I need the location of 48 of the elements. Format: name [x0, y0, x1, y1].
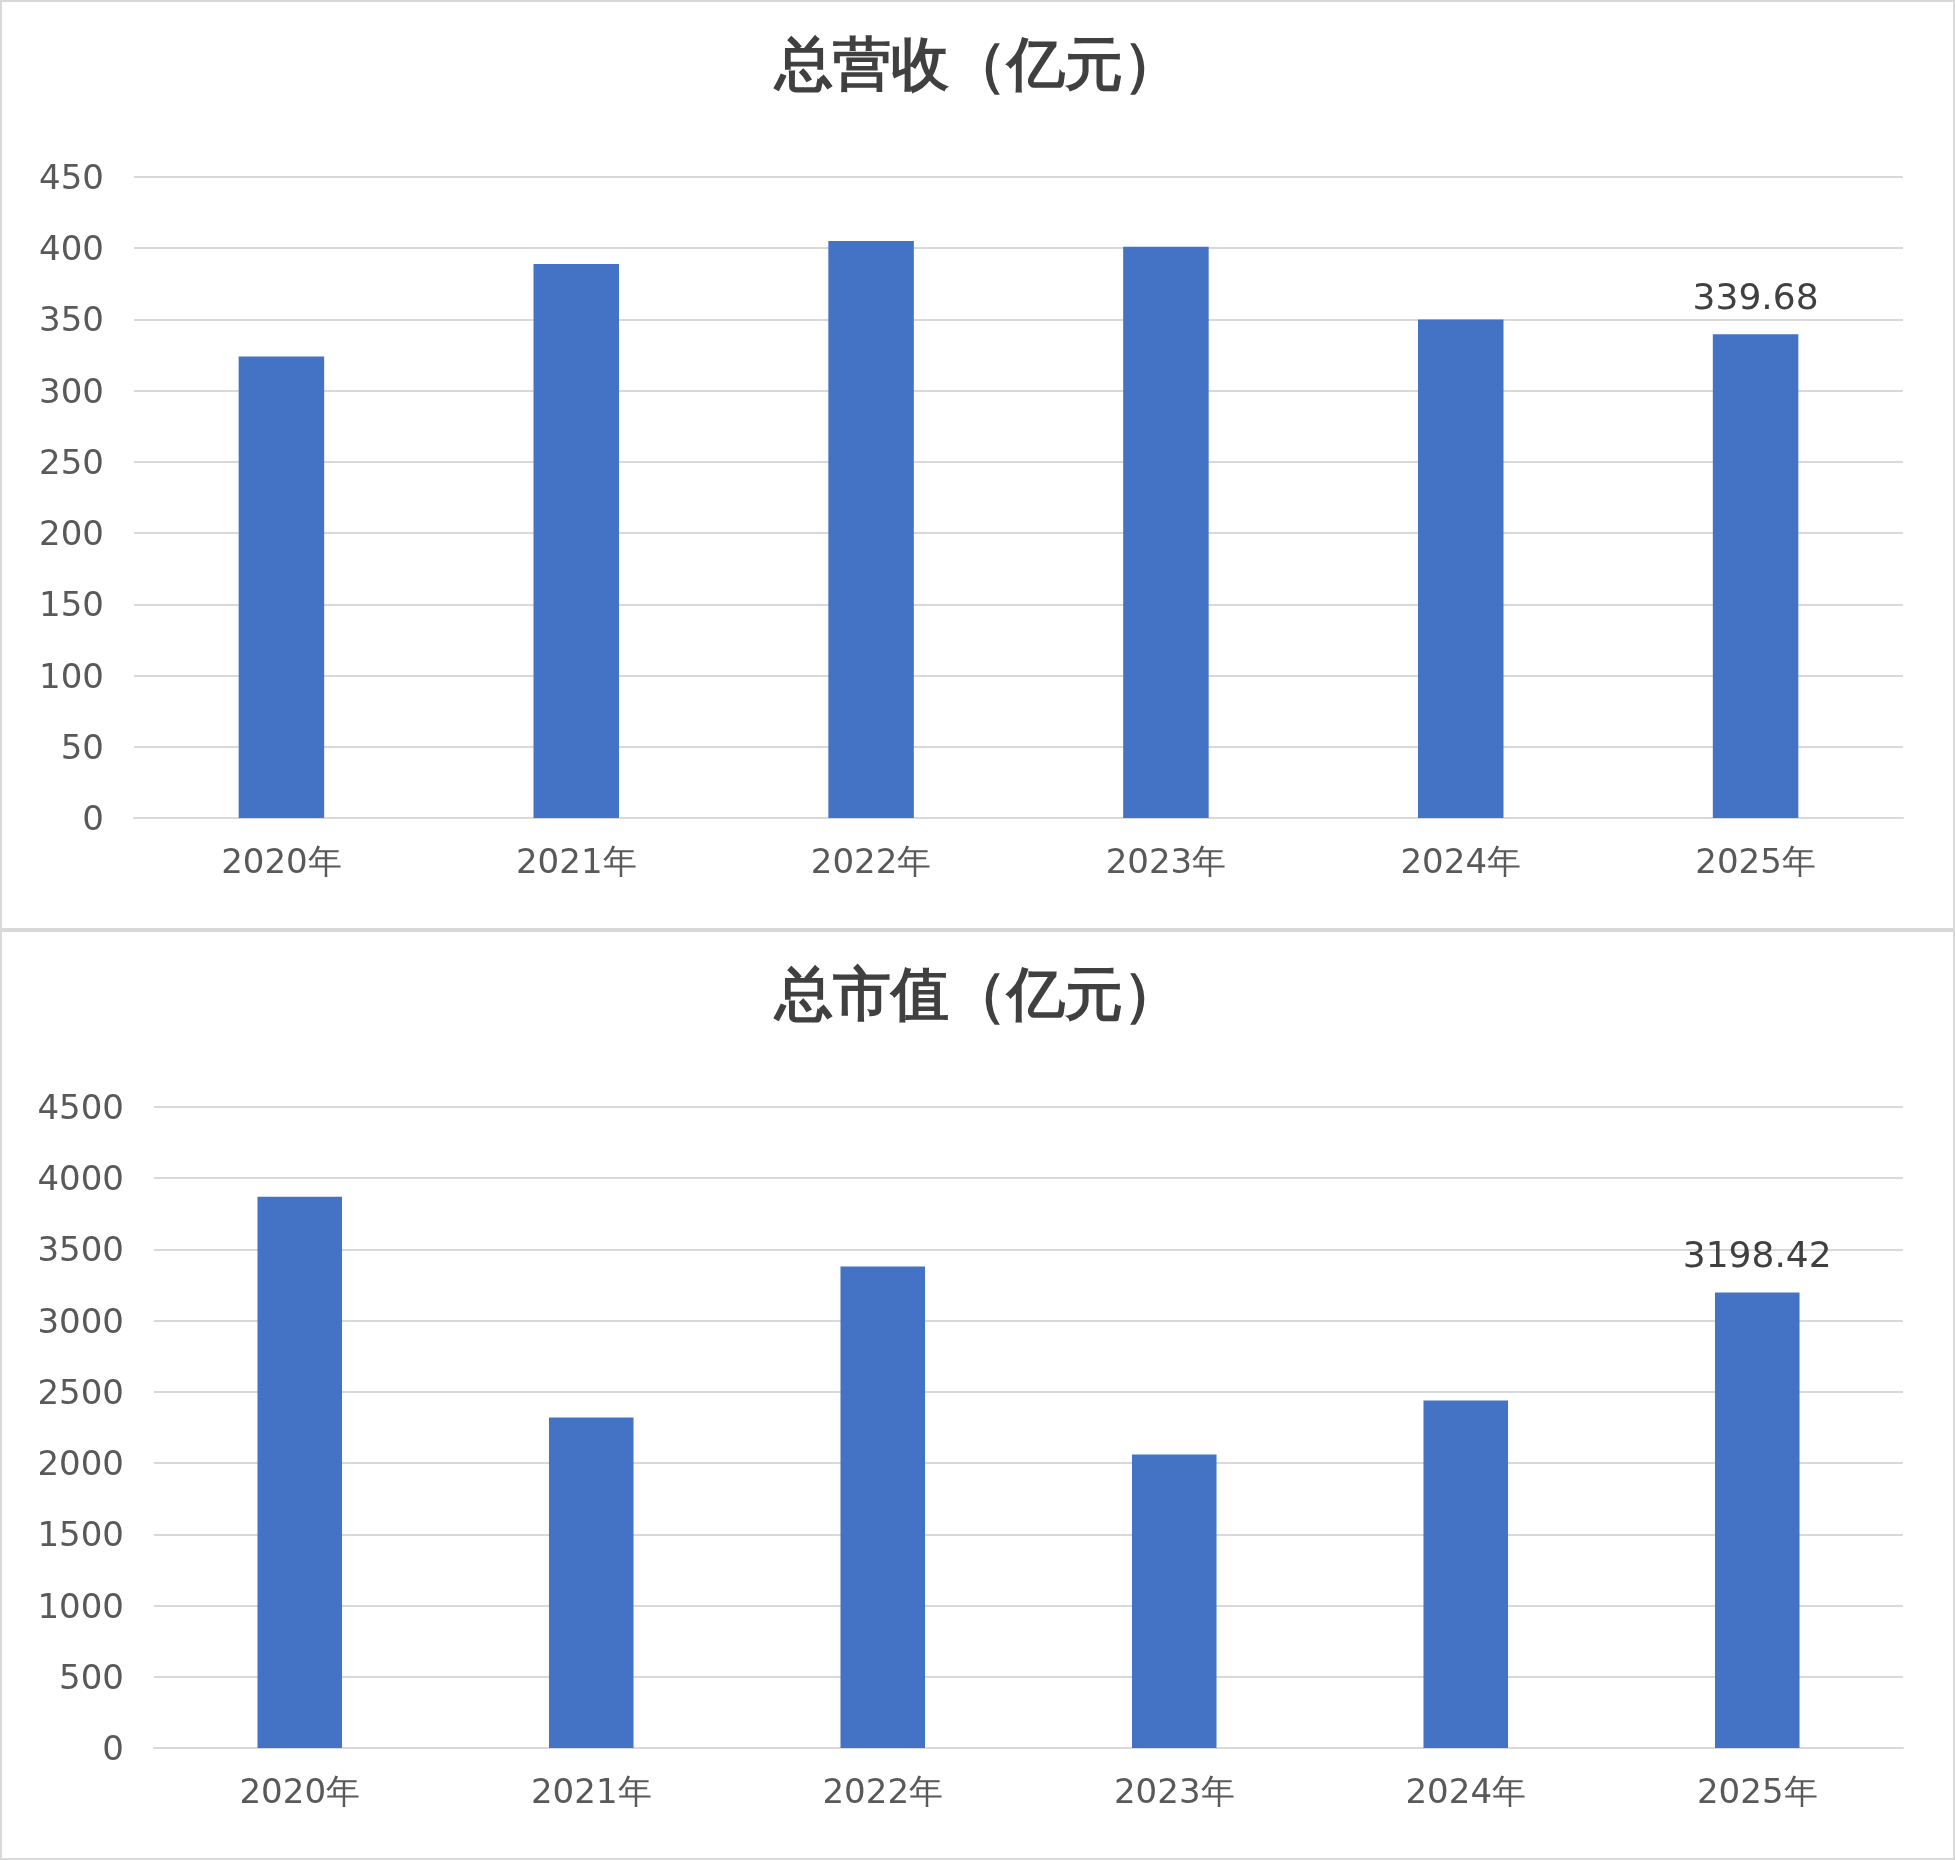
- x-tick-label: 2023年: [1113, 1771, 1235, 1811]
- x-tick-label: 2022年: [822, 1771, 944, 1811]
- y-tick-label: 0: [102, 1728, 124, 1768]
- y-tick-label: 2000: [37, 1443, 124, 1484]
- bar: [1123, 246, 1209, 818]
- y-tick-label: 3000: [37, 1300, 124, 1341]
- y-tick-label: 400: [39, 228, 104, 269]
- y-tick-label: 50: [60, 726, 104, 767]
- y-tick-label: 200: [39, 513, 104, 554]
- y-tick-label: 450: [39, 157, 104, 197]
- x-tick-label: 2020年: [239, 1771, 361, 1811]
- y-tick-label: 300: [39, 370, 104, 411]
- bar: [533, 263, 619, 818]
- bar: [238, 356, 325, 818]
- bar: [257, 1196, 343, 1748]
- x-tick-label: 2022年: [810, 841, 932, 881]
- bar: [840, 1266, 926, 1748]
- x-tick-label: 2024年: [1405, 1771, 1527, 1811]
- bar: [1423, 1400, 1509, 1748]
- y-tick-label: 350: [39, 299, 104, 340]
- y-tick-label: 250: [39, 441, 104, 482]
- y-tick-label: 100: [39, 655, 104, 696]
- y-tick-label: 150: [39, 584, 104, 625]
- y-tick-label: 1000: [37, 1585, 124, 1626]
- data-label: 3198.42: [1682, 1233, 1832, 1275]
- bar: [1712, 334, 1799, 818]
- x-tick-label: 2021年: [530, 1771, 652, 1811]
- y-tick-label: 4500: [37, 1087, 124, 1127]
- x-tick-label: 2023年: [1105, 841, 1227, 881]
- bar: [1714, 1292, 1800, 1748]
- y-tick-label: 1500: [37, 1514, 124, 1555]
- y-tick-label: 3500: [37, 1229, 124, 1270]
- data-label: 339.68: [1692, 275, 1819, 317]
- x-tick-label: 2021年: [515, 841, 637, 881]
- x-tick-label: 2025年: [1695, 841, 1816, 881]
- y-tick-label: 0: [82, 798, 104, 838]
- y-tick-label: 4000: [37, 1158, 124, 1199]
- chart-title: 总市值（亿元）: [772, 960, 1181, 1028]
- bar: [548, 1417, 634, 1748]
- x-tick-label: 2024年: [1400, 841, 1522, 881]
- bar: [1131, 1454, 1217, 1748]
- y-tick-label: 2500: [37, 1371, 124, 1412]
- x-tick-label: 2025年: [1696, 1771, 1818, 1811]
- x-tick-label: 2020年: [221, 841, 342, 881]
- y-tick-label: 500: [59, 1656, 124, 1697]
- chart-title: 总营收（亿元）: [772, 30, 1181, 98]
- bar: [828, 241, 914, 818]
- bar: [1418, 319, 1504, 818]
